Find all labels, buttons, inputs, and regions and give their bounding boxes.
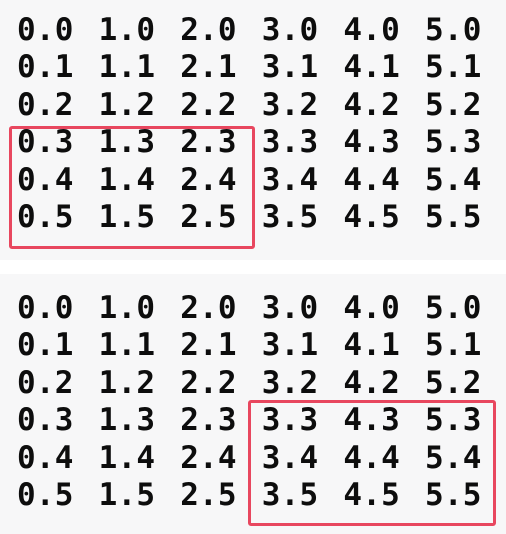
grid-cell: 0.2 [17, 364, 74, 401]
grid-cell: 0.0 [17, 12, 74, 48]
grid-cell: 2.2 [180, 86, 237, 123]
grid-cell: 1.0 [98, 290, 156, 326]
grid-cell: 2.0 [180, 12, 237, 48]
highlight-box-lower-right [248, 400, 496, 526]
grid-cell: 5.4 [424, 161, 482, 198]
grid-cell: 3.2 [261, 86, 319, 123]
grid-cell: 5.0 [424, 290, 482, 326]
grid-cell: 5.5 [424, 476, 482, 513]
grid-cell: 3.0 [261, 12, 319, 48]
grid-cell: 0.4 [17, 161, 74, 198]
grid-cell: 2.4 [180, 439, 237, 476]
grid-cell: 3.3 [261, 402, 319, 439]
grid-cell: 4.4 [343, 439, 400, 476]
grid-cell: 3.5 [261, 476, 319, 513]
grid-cell: 1.4 [98, 439, 156, 476]
grid-cell: 1.0 [98, 12, 156, 48]
grid-cell: 4.5 [343, 198, 400, 235]
grid-cell: 2.1 [180, 327, 237, 364]
grid-cell: 0.1 [17, 49, 74, 86]
grid-cell: 3.4 [261, 439, 319, 476]
grid-cell: 3.0 [261, 290, 319, 326]
grid-cell: 5.3 [424, 124, 482, 161]
grid-cell: 0.5 [17, 476, 74, 513]
grid-cell: 3.1 [261, 327, 319, 364]
grid-cell: 3.4 [261, 161, 319, 198]
grid-cell: 4.4 [343, 161, 400, 198]
grid-cell: 5.1 [424, 49, 482, 86]
grid-cell: 5.2 [424, 86, 482, 123]
grid-cell: 4.2 [343, 364, 400, 401]
grid-cell: 4.5 [343, 476, 400, 513]
grid-cell: 5.4 [424, 439, 482, 476]
grid-cell: 1.4 [98, 161, 156, 198]
grid-cell: 4.0 [343, 290, 400, 326]
grid-cell: 1.3 [98, 402, 156, 439]
grid-cell: 1.1 [98, 327, 156, 364]
grid-cell: 1.5 [98, 476, 156, 513]
grid-cell: 0.0 [17, 290, 74, 326]
grid-cell: 2.5 [180, 476, 237, 513]
grid-cell: 4.0 [343, 12, 400, 48]
highlight-box-lower-left [9, 126, 255, 249]
grid-cell: 0.2 [17, 86, 74, 123]
grid-cell: 2.1 [180, 49, 237, 86]
value-grid: 0.0 1.0 2.0 3.0 4.0 5.0 0.1 1.1 2.1 3.1 4.1 5.1 0.2 1… [17, 290, 506, 514]
matrix-panel-top: 0.0 1.0 2.0 3.0 4.0 5.0 0.1 1.1 2.1 3.1 4.1 5.1 0.2 1… [0, 0, 506, 260]
grid-cell: 1.1 [98, 49, 156, 86]
grid-cell: 5.2 [424, 364, 482, 401]
grid-cell: 3.2 [261, 364, 319, 401]
grid-cell: 4.1 [343, 49, 400, 86]
grid-cell: 5.3 [424, 402, 482, 439]
grid-cell: 2.3 [180, 402, 237, 439]
grid-cell: 4.3 [343, 124, 400, 161]
grid-cell: 1.3 [98, 124, 156, 161]
grid-cell: 2.3 [180, 124, 237, 161]
matrix-panel-bottom: 0.0 1.0 2.0 3.0 4.0 5.0 0.1 1.1 2.1 3.1 4.1 5.1 0.2 1… [0, 274, 506, 534]
grid-cell: 5.5 [424, 198, 482, 235]
grid-cell: 2.5 [180, 198, 237, 235]
grid-cell: 2.2 [180, 364, 237, 401]
grid-cell: 5.0 [424, 12, 482, 48]
grid-cell: 1.2 [98, 364, 156, 401]
grid-cell: 4.2 [343, 86, 400, 123]
value-grid: 0.0 1.0 2.0 3.0 4.0 5.0 0.1 1.1 2.1 3.1 4.1 5.1 0.2 1… [17, 12, 506, 236]
grid-cell: 2.0 [180, 290, 237, 326]
grid-cell: 1.5 [98, 198, 156, 235]
grid-cell: 0.3 [17, 124, 74, 161]
grid-cell: 5.1 [424, 327, 482, 364]
grid-cell: 4.3 [343, 402, 400, 439]
grid-cell: 4.1 [343, 327, 400, 364]
grid-cell: 0.1 [17, 327, 74, 364]
grid-cell: 3.1 [261, 49, 319, 86]
grid-cell: 0.4 [17, 439, 74, 476]
grid-cell: 3.5 [261, 198, 319, 235]
grid-cell: 0.3 [17, 402, 74, 439]
grid-cell: 2.4 [180, 161, 237, 198]
grid-cell: 1.2 [98, 86, 156, 123]
grid-cell: 0.5 [17, 198, 74, 235]
grid-cell: 3.3 [261, 124, 319, 161]
